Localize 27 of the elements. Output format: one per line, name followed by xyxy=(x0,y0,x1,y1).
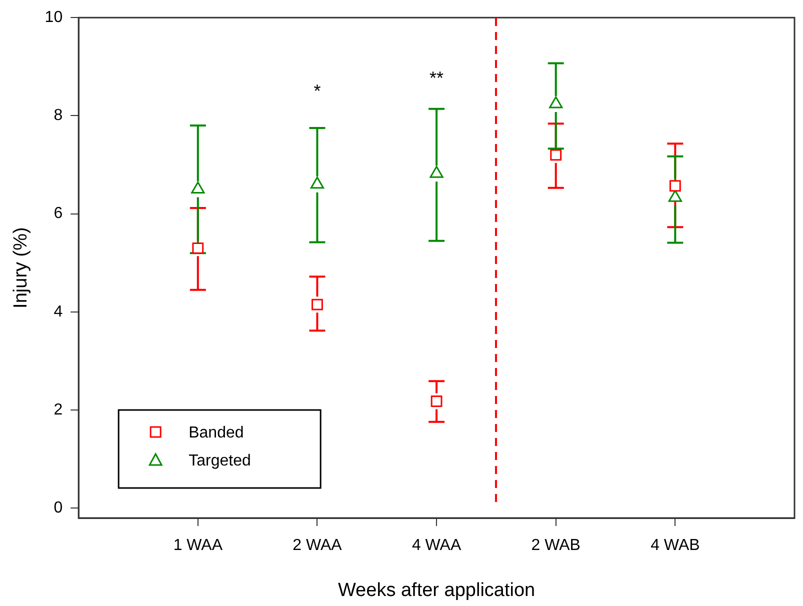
point xyxy=(550,149,562,161)
point xyxy=(310,176,324,189)
x-tick-label: 2 WAA xyxy=(292,537,342,554)
x-axis-title: Weeks after application xyxy=(338,580,536,601)
x-tick-label: 1 WAA xyxy=(173,537,223,554)
point xyxy=(191,182,205,194)
annotation: * xyxy=(314,80,321,101)
x-tick-label: 4 WAB xyxy=(650,537,700,554)
y-tick-label: 8 xyxy=(54,107,63,124)
point xyxy=(549,96,563,108)
x-tick-label: 4 WAA xyxy=(412,537,462,554)
legend-label: Targeted xyxy=(188,452,251,470)
y-tick-label: 10 xyxy=(44,9,63,26)
point xyxy=(669,180,681,192)
point xyxy=(312,298,323,310)
annotation: ** xyxy=(430,68,444,88)
y-tick-label: 2 xyxy=(54,401,63,418)
legend-label: Banded xyxy=(188,424,244,442)
point xyxy=(430,396,442,407)
y-tick-label: 0 xyxy=(54,500,63,517)
point xyxy=(430,166,444,178)
x-tick-label: 2 WAB xyxy=(531,537,580,554)
y-axis-title: Injury (%) xyxy=(10,227,32,308)
point xyxy=(192,242,204,254)
y-tick-label: 6 xyxy=(54,205,63,222)
point xyxy=(668,190,682,202)
y-tick-label: 4 xyxy=(54,303,63,320)
